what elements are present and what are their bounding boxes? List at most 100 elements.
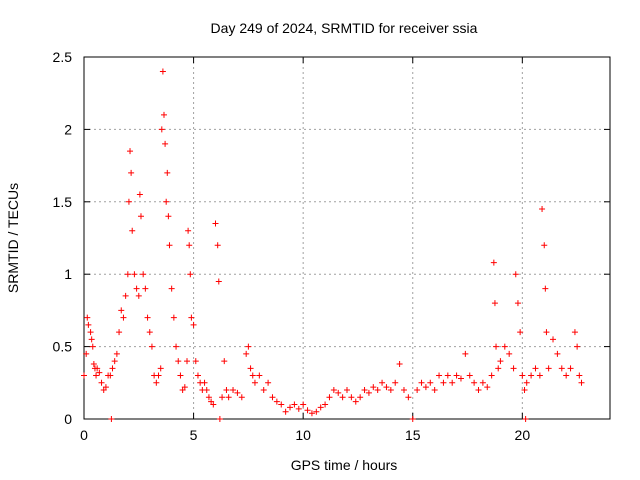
data-point — [497, 358, 504, 365]
y-tick-label: 0 — [64, 411, 72, 427]
data-point — [282, 408, 289, 415]
data-point — [471, 379, 478, 386]
data-point — [219, 394, 226, 401]
data-point — [453, 372, 460, 379]
data-point — [205, 394, 212, 401]
data-point — [133, 285, 140, 292]
data-point — [514, 300, 521, 307]
data-point — [475, 387, 482, 394]
data-point — [146, 329, 153, 336]
x-tick-label: 10 — [295, 427, 311, 443]
data-point — [142, 285, 149, 292]
data-point — [127, 148, 134, 155]
y-tick-label: 0.5 — [53, 339, 73, 355]
data-point — [136, 191, 143, 198]
x-tick-label: 20 — [515, 427, 531, 443]
y-tick-label: 1.5 — [53, 194, 73, 210]
data-point — [135, 292, 142, 299]
data-point — [83, 350, 90, 357]
data-point — [517, 329, 524, 336]
data-point — [129, 227, 136, 234]
data-point — [249, 372, 256, 379]
data-point — [85, 321, 92, 328]
data-point — [96, 369, 103, 376]
data-point — [212, 220, 219, 227]
data-point — [164, 169, 171, 176]
data-point — [98, 379, 105, 386]
x-tick-label: 0 — [80, 427, 88, 443]
data-point — [422, 384, 429, 391]
data-point — [157, 365, 164, 372]
data-point — [89, 343, 96, 350]
data-point — [221, 358, 228, 365]
data-point — [184, 358, 191, 365]
data-point — [170, 314, 177, 321]
data-point — [571, 329, 578, 336]
data-point — [405, 394, 412, 401]
data-point — [203, 387, 210, 394]
chart-title: Day 249 of 2024, SRMTID for receiver ssi… — [211, 20, 478, 36]
data-point — [339, 394, 346, 401]
data-point — [173, 343, 180, 350]
data-point — [190, 321, 197, 328]
x-tick-labels: 0 5 10 15 20 — [80, 427, 530, 443]
data-point — [158, 126, 165, 133]
data-point — [532, 365, 539, 372]
y-tick-label: 2 — [64, 121, 72, 137]
data-point — [313, 408, 320, 415]
data-point — [159, 68, 166, 75]
data-point — [94, 365, 101, 372]
data-point — [230, 387, 237, 394]
data-point — [554, 350, 561, 357]
data-point — [140, 271, 147, 278]
y-tick-label: 1 — [64, 266, 72, 282]
data-point — [273, 398, 280, 405]
data-point — [256, 372, 263, 379]
x-tick-label: 5 — [190, 427, 198, 443]
data-point — [506, 350, 513, 357]
data-point — [111, 358, 118, 365]
grid-lines — [84, 57, 610, 419]
data-point — [131, 271, 138, 278]
data-point — [409, 416, 416, 422]
data-point — [185, 227, 192, 234]
y-tick-labels: 0 0.5 1 1.5 2 2.5 — [53, 49, 73, 427]
data-point — [365, 389, 372, 396]
data-point — [186, 242, 193, 249]
data-point — [330, 387, 337, 394]
data-point — [168, 285, 175, 292]
data-point — [418, 379, 425, 386]
data-points — [81, 68, 585, 422]
data-point — [295, 405, 302, 412]
data-point — [181, 384, 188, 391]
data-point — [225, 394, 232, 401]
y-axis-label: SRMTID / TECUs — [5, 183, 21, 293]
data-point — [128, 169, 135, 176]
data-point — [84, 314, 91, 321]
data-point — [491, 300, 498, 307]
data-point — [436, 372, 443, 379]
data-point — [260, 387, 267, 394]
data-point — [210, 401, 217, 408]
data-point — [558, 365, 565, 372]
data-point — [490, 259, 497, 266]
data-point — [93, 372, 100, 379]
data-point — [148, 343, 155, 350]
data-point — [287, 404, 294, 411]
data-point — [563, 372, 570, 379]
data-point — [81, 372, 87, 379]
data-point — [201, 379, 208, 386]
data-point — [251, 379, 258, 386]
data-point — [215, 278, 222, 285]
data-point — [510, 365, 517, 372]
plot-frame — [83, 56, 611, 420]
data-point — [247, 365, 254, 372]
data-point — [414, 387, 421, 394]
data-point — [431, 387, 438, 394]
data-point — [116, 329, 123, 336]
data-point — [223, 387, 230, 394]
data-point — [109, 365, 116, 372]
data-point — [102, 384, 109, 391]
data-point — [265, 379, 272, 386]
data-point — [479, 379, 486, 386]
